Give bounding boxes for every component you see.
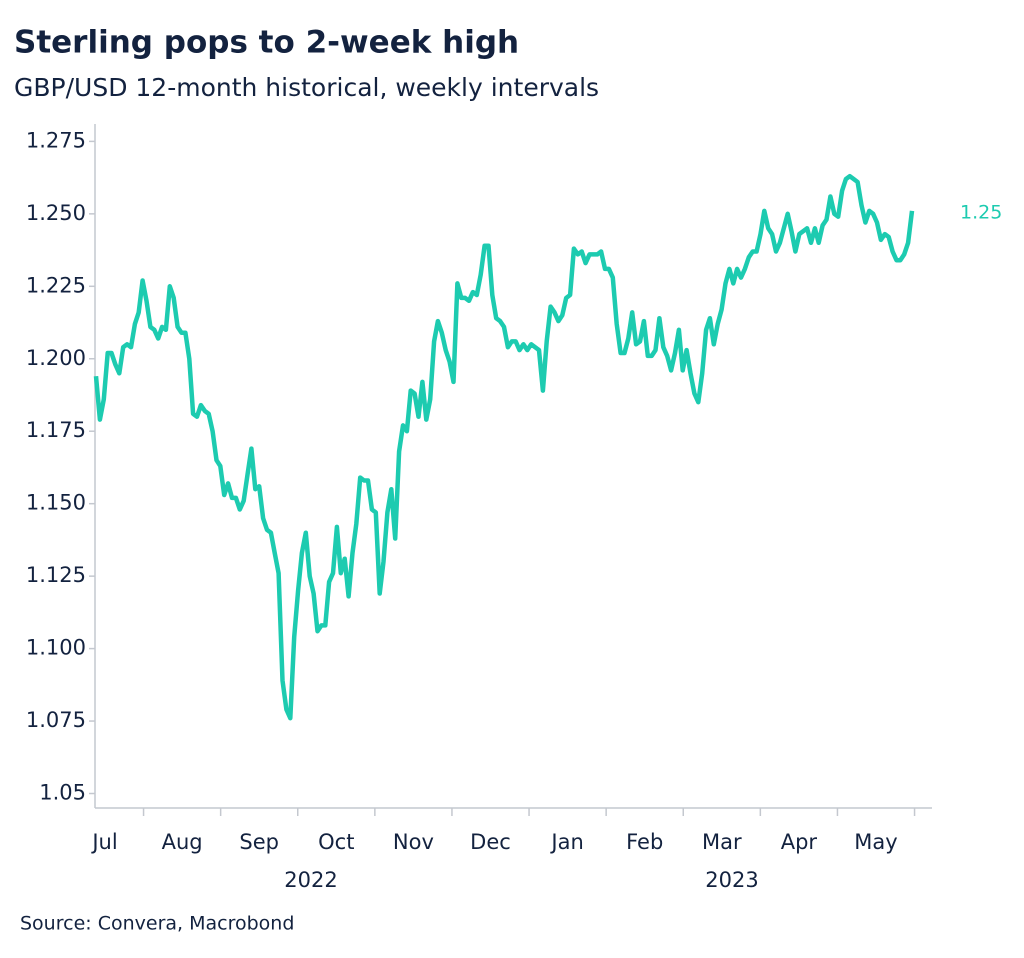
chart-subtitle: GBP/USD 12-month historical, weekly inte… <box>14 73 599 102</box>
y-tick-label: 1.275 <box>26 128 86 152</box>
x-tick-label: Apr <box>781 830 818 854</box>
y-tick-label: 1.250 <box>26 201 86 225</box>
x-tick-label: Feb <box>626 830 663 854</box>
x-tick-label: Nov <box>393 830 434 854</box>
x-tick-label: Jan <box>549 830 583 854</box>
x-tick-label: Jul <box>90 830 117 854</box>
x-tick-label: Sep <box>239 830 279 854</box>
y-tick-label: 1.175 <box>26 418 86 442</box>
y-tick-label: 1.05 <box>39 781 86 805</box>
x-tick-label: Oct <box>318 830 354 854</box>
y-tick-label: 1.225 <box>26 273 86 297</box>
year-label: 2022 <box>284 868 337 892</box>
y-tick-label: 1.125 <box>26 563 86 587</box>
y-tick-label: 1.100 <box>26 636 86 660</box>
y-tick-label: 1.200 <box>26 346 86 370</box>
x-tick-label: Dec <box>470 830 511 854</box>
x-tick-label: Aug <box>162 830 203 854</box>
source-note: Source: Convera, Macrobond <box>20 913 294 935</box>
chart-title: Sterling pops to 2-week high <box>14 25 519 61</box>
x-tick-label: Mar <box>702 830 742 854</box>
end-value-label: 1.25 <box>960 201 1002 223</box>
year-label: 2023 <box>705 868 758 892</box>
y-tick-label: 1.075 <box>26 708 86 732</box>
series-line <box>93 173 915 721</box>
x-tick-label: May <box>854 830 897 854</box>
y-tick-label: 1.150 <box>26 491 86 515</box>
